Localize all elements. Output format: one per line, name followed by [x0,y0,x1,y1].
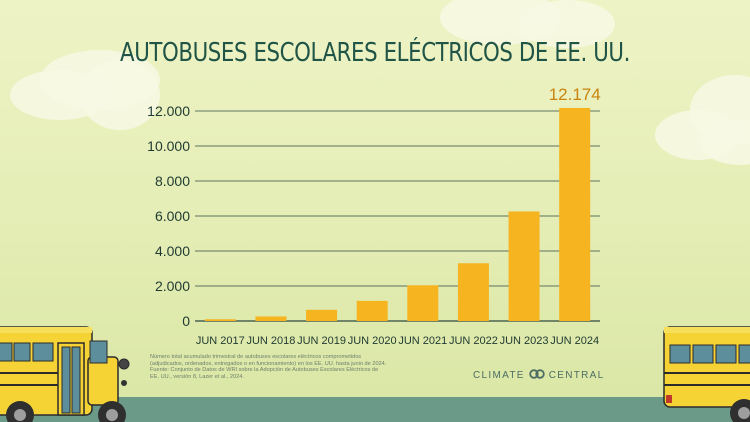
chart-title: AUTOBUSES ESCOLARES ELÉCTRICOS DE EE. UU… [120,38,630,68]
brand-left-text: CLIMATE [473,370,525,381]
x-tick-label: JUN 2018 [246,335,295,347]
cloud [80,60,160,130]
y-tick-label: 4.000 [155,243,190,259]
bar [306,309,338,321]
linked-circles-icon [529,369,545,379]
y-tick-label: 0 [182,313,190,329]
chart-footnote: Número total acumulado trimestral de aut… [150,354,440,380]
x-tick-label: JUN 2017 [196,335,245,347]
school-bus-left-icon [0,326,130,422]
x-tick-label: JUN 2019 [297,335,346,347]
footnote-line: Número total acumulado trimestral de aut… [150,354,362,360]
brand-right-text: CENTRAL [548,370,605,381]
x-tick-label: JUN 2024 [550,335,599,347]
climate-central-logo: CLIMATE CENTRAL [473,369,604,381]
y-tick-label: 10.000 [147,138,190,154]
bar [559,107,591,321]
y-tick-label: 2.000 [155,278,190,294]
x-tick-label: JUN 2020 [348,335,397,347]
footnote-line: EE. UU., versión 8, Lazer et al., 2024. [150,373,244,380]
bar [508,211,540,321]
y-tick-label: 8.000 [155,173,190,189]
x-tick-label: JUN 2023 [500,335,549,347]
bar [356,300,388,321]
data-label: 12.174 [549,85,601,104]
footnote-line: (adjudicados, ordenados, entregados o en… [150,360,387,367]
y-tick-label: 12.000 [147,103,190,119]
x-tick-label: JUN 2022 [449,335,498,347]
bar [204,319,236,321]
bar [457,263,489,321]
x-tick-label: JUN 2021 [398,335,447,347]
footnote-line: Fuente: Conjunto de Datos de WRI sobre l… [150,367,379,374]
bar [255,316,287,321]
y-tick-label: 6.000 [155,208,190,224]
bar [407,285,439,321]
school-bus-right-icon [663,326,750,422]
cloud [520,0,615,48]
